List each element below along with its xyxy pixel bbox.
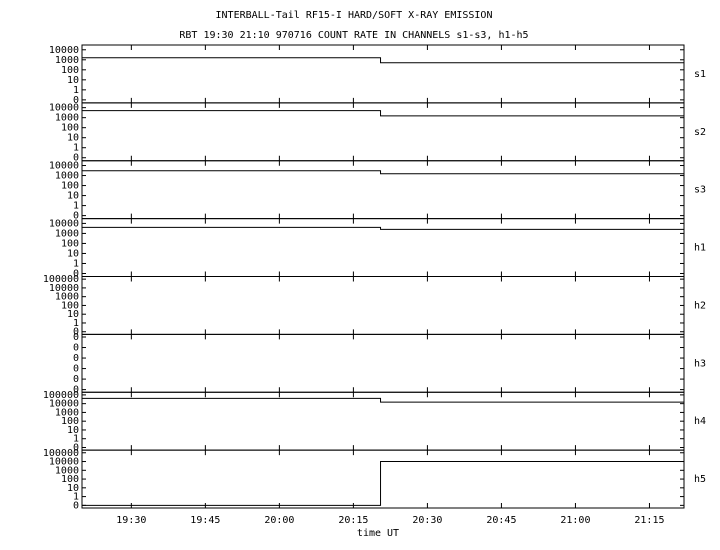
y-tick-label: 10000 (49, 399, 79, 410)
y-tick-label: 10 (67, 133, 79, 144)
y-tick-label: 1 (73, 434, 79, 445)
y-tick-label: 1000 (55, 292, 79, 303)
series-label: s1 (694, 69, 706, 80)
y-tick-label: 1 (73, 318, 79, 329)
y-tick-label: 0 (73, 374, 79, 385)
y-tick-label: 1 (73, 258, 79, 269)
y-tick-label: 10000 (49, 45, 79, 56)
series-label: h5 (694, 474, 706, 485)
y-tick-label: 0 (73, 385, 79, 396)
y-tick-label: 10 (67, 309, 79, 320)
y-tick-label: 100 (61, 474, 79, 485)
y-tick-label: 1 (73, 492, 79, 503)
y-tick-label: 100 (61, 123, 79, 134)
y-tick-label: 1000 (55, 228, 79, 239)
x-tick-label: 20:45 (486, 515, 516, 526)
y-tick-label: 10000 (49, 283, 79, 294)
series-line (82, 170, 684, 175)
series-line (82, 57, 684, 64)
series-line (82, 110, 684, 117)
chart-subtitle: RBT 19:30 21:10 970716 COUNT RATE IN CHA… (179, 30, 528, 41)
y-tick-label: 10 (67, 248, 79, 259)
y-tick-label: 10000 (49, 161, 79, 172)
y-tick-label: 0 (73, 95, 79, 106)
y-tick-label: 100 (61, 181, 79, 192)
y-tick-label: 10 (67, 191, 79, 202)
y-tick-label: 1 (73, 85, 79, 96)
x-tick-label: 21:00 (560, 515, 590, 526)
y-tick-label: 0 (73, 211, 79, 222)
series-label: s3 (694, 185, 706, 196)
y-tick-label: 10 (67, 425, 79, 436)
x-tick-label: 19:30 (116, 515, 146, 526)
x-tick-label: 20:15 (338, 515, 368, 526)
y-tick-label: 0 (73, 153, 79, 164)
series-line (82, 461, 684, 506)
y-tick-label: 100000 (43, 274, 79, 285)
y-tick-label: 0 (73, 332, 79, 343)
series-line (82, 397, 684, 403)
y-tick-label: 0 (73, 353, 79, 364)
y-tick-label: 0 (73, 343, 79, 354)
series-label: s2 (694, 127, 706, 138)
y-tick-label: 1 (73, 143, 79, 154)
y-tick-label: 1000 (55, 171, 79, 182)
x-axis-label: time UT (357, 528, 399, 539)
y-tick-label: 1000 (55, 407, 79, 418)
y-tick-label: 10000 (49, 218, 79, 229)
y-tick-label: 100 (61, 300, 79, 311)
y-tick-label: 100000 (43, 390, 79, 401)
y-tick-label: 0 (73, 500, 79, 511)
y-tick-label: 0 (73, 364, 79, 375)
series-line (82, 226, 684, 230)
series-label: h2 (694, 300, 706, 311)
series-label: h1 (694, 243, 706, 254)
y-tick-label: 1000 (55, 55, 79, 66)
y-tick-label: 0 (73, 442, 79, 453)
y-tick-label: 100 (61, 65, 79, 76)
y-tick-label: 100 (61, 416, 79, 427)
series-label: h3 (694, 358, 706, 369)
y-tick-label: 1000 (55, 113, 79, 124)
x-tick-label: 20:00 (264, 515, 294, 526)
y-tick-label: 10 (67, 483, 79, 494)
y-tick-label: 10000 (49, 103, 79, 114)
x-tick-label: 19:45 (190, 515, 220, 526)
y-tick-label: 1 (73, 201, 79, 212)
y-tick-label: 0 (73, 268, 79, 279)
y-tick-label: 10000 (49, 457, 79, 468)
y-tick-label: 100 (61, 238, 79, 249)
x-tick-label: 20:30 (412, 515, 442, 526)
y-tick-label: 0 (73, 327, 79, 338)
chart-title: INTERBALL-Tail RF15-I HARD/SOFT X-RAY EM… (216, 10, 493, 21)
y-tick-label: 1000 (55, 465, 79, 476)
x-tick-label: 21:15 (634, 515, 664, 526)
y-tick-label: 10 (67, 75, 79, 86)
y-tick-label: 100000 (43, 448, 79, 459)
series-label: h4 (694, 416, 706, 427)
